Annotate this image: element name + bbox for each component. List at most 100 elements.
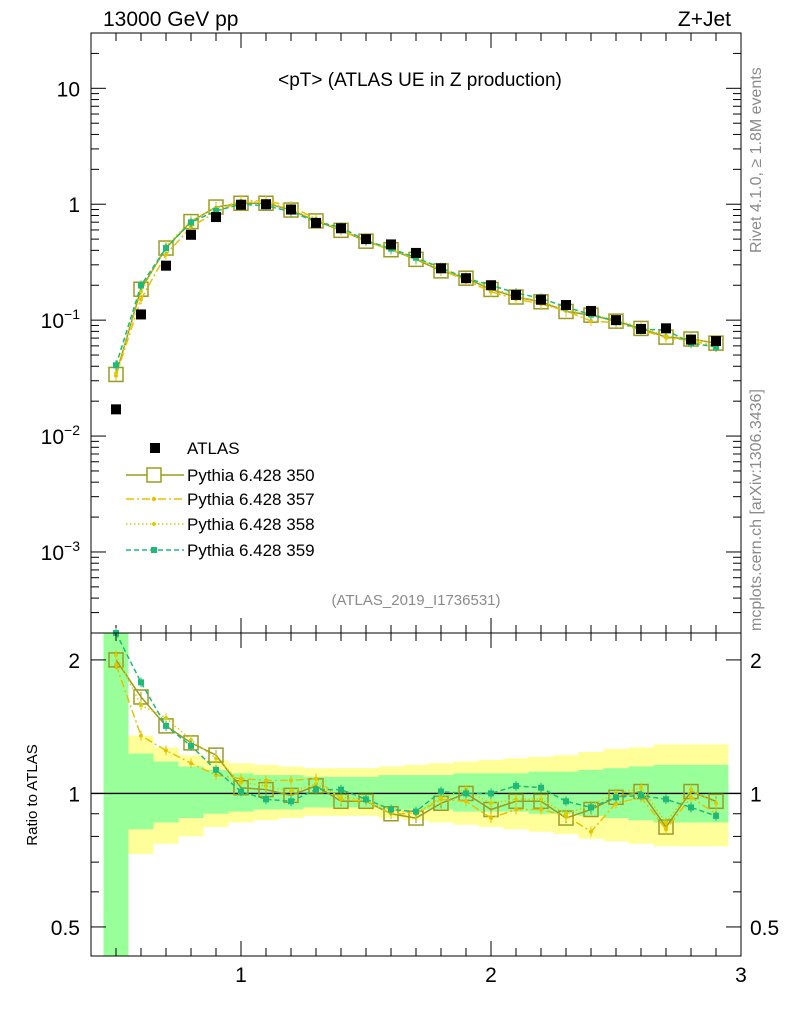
series-point-ratio-359 bbox=[263, 796, 269, 803]
data-point-atlas bbox=[661, 323, 671, 334]
legend-marker-358 bbox=[152, 522, 156, 526]
data-point-atlas bbox=[311, 217, 321, 228]
series-point-ratio-1 bbox=[514, 807, 518, 812]
y-tick-label-main: 10 bbox=[57, 78, 80, 101]
uncertainty-band-green bbox=[178, 766, 204, 819]
series-point-ratio-1 bbox=[539, 807, 543, 812]
data-point-atlas bbox=[461, 273, 471, 284]
data-point-atlas bbox=[636, 323, 646, 334]
series-point-main-359 bbox=[213, 207, 219, 214]
series-point-ratio-359 bbox=[613, 794, 619, 801]
data-point-atlas bbox=[186, 229, 196, 240]
data-point-atlas bbox=[411, 247, 421, 258]
series-point-ratio-359 bbox=[413, 808, 419, 815]
series-point-main-1 bbox=[164, 252, 168, 257]
legend-entry-358: Pythia 6.428 358 bbox=[126, 515, 315, 534]
series-point-ratio-359 bbox=[638, 792, 644, 799]
legend-marker-357 bbox=[151, 496, 157, 502]
series-point-ratio-1 bbox=[589, 829, 593, 834]
series-point-ratio-1 bbox=[489, 816, 493, 821]
series-point-ratio-359 bbox=[663, 796, 669, 803]
series-point-main-359 bbox=[188, 219, 194, 226]
series-point-ratio-2 bbox=[714, 801, 718, 806]
ratio-y-axis-label: Ratio to ATLAS bbox=[24, 744, 41, 845]
series-point-ratio-2 bbox=[514, 797, 518, 802]
series-point-ratio-1 bbox=[164, 748, 168, 753]
legend-marker-350 bbox=[146, 467, 162, 483]
uncertainty-band-green bbox=[378, 775, 404, 810]
series-point-main-359 bbox=[163, 245, 169, 252]
series-point-ratio-359 bbox=[313, 786, 319, 793]
legend-label-350: Pythia 6.428 350 bbox=[187, 466, 315, 485]
y-tick-label-ratio: 2 bbox=[68, 650, 80, 673]
series-point-ratio-2 bbox=[689, 787, 693, 792]
data-point-atlas bbox=[236, 199, 246, 210]
data-point-atlas bbox=[686, 334, 696, 345]
data-point-atlas bbox=[536, 294, 546, 305]
data-point-atlas bbox=[361, 234, 371, 245]
series-point-ratio-2 bbox=[489, 801, 493, 806]
series-line-main-3 bbox=[115, 203, 717, 366]
series-point-ratio-1 bbox=[464, 799, 468, 804]
series-point-ratio-2 bbox=[139, 703, 143, 708]
y-tick-label-main: 1 bbox=[68, 194, 80, 217]
data-point-atlas bbox=[211, 212, 221, 223]
series-point-ratio-2 bbox=[214, 756, 218, 761]
y-tick-label-ratio: 0.5 bbox=[51, 917, 80, 940]
series-point-main-359 bbox=[713, 343, 719, 350]
series-point-ratio-2 bbox=[189, 737, 193, 742]
data-point-atlas bbox=[486, 280, 496, 291]
series-point-ratio-2 bbox=[264, 783, 268, 788]
data-point-atlas bbox=[161, 260, 171, 271]
ratio-plot: 1 2 3 0.5 0.5 1 1 2 2 Ratio to ATLAS bbox=[24, 628, 779, 987]
series-point-ratio-359 bbox=[438, 788, 444, 795]
series-point-main-359 bbox=[138, 282, 144, 289]
series-point-ratio-359 bbox=[688, 804, 694, 811]
series-point-ratio-1 bbox=[214, 773, 218, 778]
main-plot: 10−3 10−2 10−1 1 10 <pT> (ATLAS UE in Z prod… bbox=[41, 32, 742, 634]
series-line-main-1 bbox=[115, 200, 717, 376]
series-point-ratio-2 bbox=[289, 789, 293, 794]
series-point-ratio-2 bbox=[564, 811, 568, 816]
series-point-ratio-2 bbox=[664, 820, 668, 825]
series-point-main-2 bbox=[664, 333, 668, 338]
series-point-ratio-359 bbox=[513, 782, 519, 789]
series-point-ratio-1 bbox=[114, 662, 118, 667]
series-point-ratio-1 bbox=[614, 801, 618, 806]
series-point-ratio-2 bbox=[164, 715, 168, 720]
series-point-ratio-359 bbox=[213, 766, 219, 773]
y-tick-label-main: 10−2 bbox=[41, 422, 81, 449]
legend: ATLAS Pythia 6.428 350 Pythia 6.428 357 … bbox=[126, 439, 315, 560]
series-point-ratio-1 bbox=[139, 733, 143, 738]
data-point-atlas bbox=[111, 404, 121, 415]
legend-marker-atlas bbox=[150, 443, 160, 453]
legend-entry-atlas: ATLAS bbox=[150, 439, 240, 458]
y-tick-label-main: 10−3 bbox=[41, 538, 81, 565]
series-point-ratio-1 bbox=[314, 776, 318, 781]
series-point-ratio-2 bbox=[539, 797, 543, 802]
series-point-main-1 bbox=[139, 297, 143, 302]
series-point-ratio-359 bbox=[338, 786, 344, 793]
x-tick-label: 3 bbox=[735, 964, 747, 987]
y-tick-label-main: 10−1 bbox=[41, 306, 81, 333]
uncertainty-band-green bbox=[553, 771, 579, 814]
series-point-ratio-359 bbox=[713, 812, 719, 819]
y-tick-label-ratio-right: 2 bbox=[750, 650, 762, 673]
uncertainty-band-green bbox=[403, 775, 429, 810]
series-point-ratio-359 bbox=[388, 806, 394, 813]
legend-marker-359 bbox=[151, 547, 157, 553]
data-point-atlas bbox=[386, 239, 396, 250]
series-point-ratio-1 bbox=[664, 827, 668, 832]
series-point-ratio-359 bbox=[563, 798, 569, 805]
series-line-main-2 bbox=[115, 201, 717, 374]
series-point-ratio-359 bbox=[163, 722, 169, 729]
mcplots-label: mcplots.cern.ch [arXiv:1306.3436] bbox=[748, 389, 765, 631]
series-point-ratio-2 bbox=[314, 782, 318, 787]
uncertainty-band-green bbox=[103, 633, 129, 956]
data-point-atlas bbox=[436, 263, 446, 274]
data-point-atlas bbox=[286, 204, 296, 215]
series-point-ratio-1 bbox=[264, 778, 268, 783]
series-point-main-350 bbox=[608, 313, 624, 329]
legend-entry-359: Pythia 6.428 359 bbox=[126, 541, 315, 560]
